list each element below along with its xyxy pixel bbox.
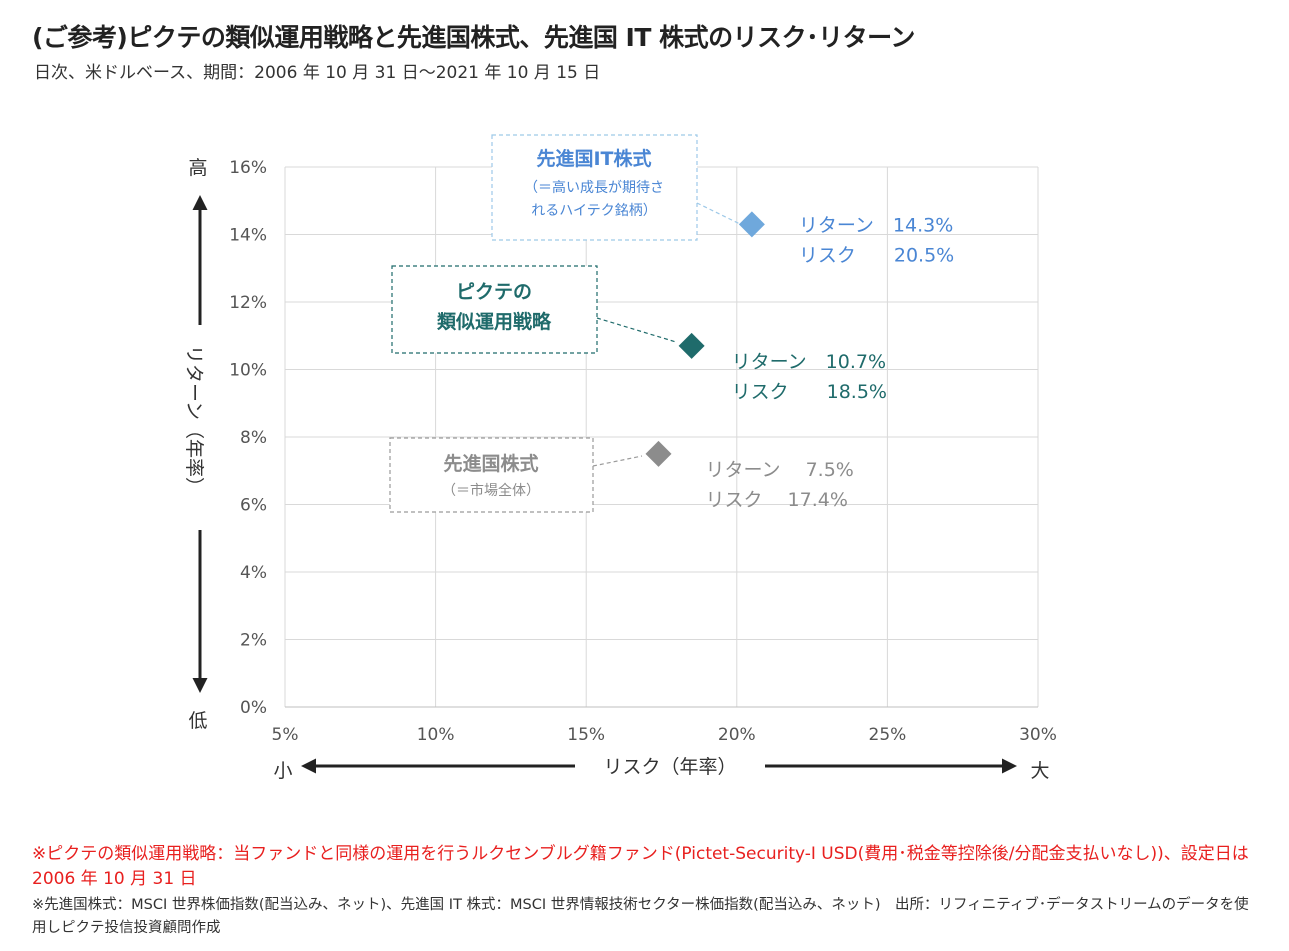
data-label-risk: リスク 18.5%	[732, 381, 887, 403]
annotation-box-it	[491, 134, 698, 241]
footnote-source: ※先進国株式：MSCI 世界株価指数(配当込み、ネット)、先進国 IT 株式：M…	[32, 897, 1249, 936]
x-axis-label: リスク（年率）	[603, 756, 736, 778]
page-title: (ご参考)ピクテの類似運用戦略と先進国株式、先進国 IT 株式のリスク･リターン	[32, 23, 915, 52]
data-label-return: リターン 10.7%	[732, 351, 886, 373]
y-tick-label: 4%	[240, 563, 267, 583]
data-label-risk: リスク 17.4%	[705, 489, 847, 511]
annotation-sub-developed: （＝市場全体）	[442, 482, 540, 499]
x-tick-label: 5%	[272, 725, 299, 745]
annotation-title-developed: 先進国株式	[443, 452, 538, 475]
chart-ticks: 5% 10% 15% 20% 25% 30% 0% 2% 4% 6% 8% 10% 12% 14% 16%	[229, 158, 1057, 745]
y-arrow-top-label: 高	[188, 157, 207, 179]
y-tick-label: 2%	[240, 631, 267, 651]
page-subtitle: 日次、米ドルベース、期間：2006 年 10 月 31 日～2021 年 10 …	[34, 63, 601, 83]
annotation-box-pictet	[391, 265, 598, 354]
data-points	[645, 211, 765, 467]
annotation-title-pictet: ピクテの	[456, 281, 532, 303]
risk-return-scatter-chart: 5% 10% 15% 20% 25% 30%0%2%4%6%8%10%12%14%16% …	[183, 134, 1057, 782]
data-label-risk: リスク 20.5%	[799, 244, 954, 266]
y-axis-label: リターン（年率）	[183, 345, 205, 496]
x-tick-label: 25%	[869, 725, 907, 745]
annotation-sub-it: れるハイテク銘柄）	[531, 203, 656, 219]
x-tick-label: 10%	[417, 725, 455, 745]
x-tick-label: 20%	[718, 725, 756, 745]
annotation-sub-it: （＝高い成長が期待さ	[524, 179, 664, 196]
data-label-return: リターン 7.5%	[705, 459, 853, 481]
leader-line-developed	[592, 455, 643, 467]
axis-decorations: 高低 リターン（年率） 小 大 リスク（年率）	[183, 157, 1050, 782]
footnote-strategy: ※ピクテの類似運用戦略：当ファンドと同様の運用を行うルクセンブルグ籍ファンド(P…	[32, 844, 1249, 889]
y-tick-label: 14%	[229, 226, 267, 246]
data-point	[645, 440, 672, 467]
y-tick-label: 8%	[240, 428, 267, 448]
y-arrow-bottom-label: 低	[188, 710, 207, 732]
data-point	[738, 211, 765, 238]
y-tick-label: 10%	[229, 361, 267, 381]
data-label-return: リターン 14.3%	[799, 214, 953, 236]
x-tick-label: 15%	[567, 725, 605, 745]
y-tick-label: 12%	[229, 293, 267, 313]
y-tick-label: 6%	[240, 496, 267, 516]
leader-line-pictet	[596, 317, 677, 343]
data-labels: リターン 14.3% リスク 20.5% リターン 10.7% リスク 18.5% リタ…	[705, 214, 954, 511]
annotation-title-pictet: 類似運用戦略	[436, 310, 552, 333]
x-tick-label: 30%	[1019, 725, 1057, 745]
x-arrow-right-label: 大	[1030, 760, 1049, 782]
x-arrow-left-label: 小	[273, 760, 292, 782]
data-point	[678, 332, 705, 359]
y-tick-label: 0%	[240, 698, 267, 718]
y-tick-label: 16%	[229, 158, 267, 178]
leader-line-it	[696, 202, 741, 225]
annotation-box-developed	[389, 437, 594, 513]
annotation-title-it: 先進国IT株式	[536, 147, 651, 170]
